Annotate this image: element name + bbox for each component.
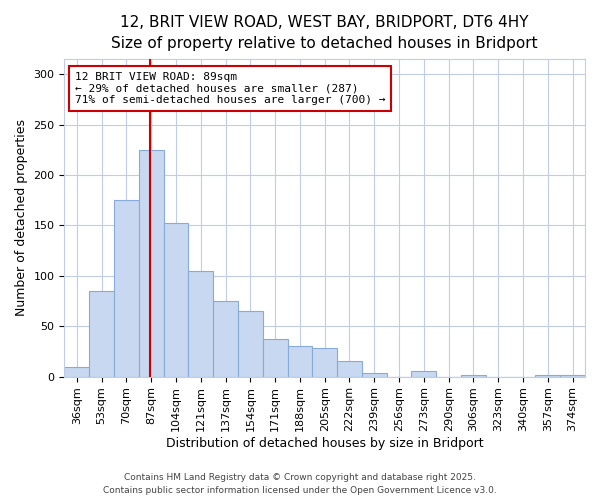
Bar [114, 200, 139, 376]
Bar [263, 340, 287, 376]
Bar [238, 311, 263, 376]
Bar [535, 374, 560, 376]
Bar [313, 348, 337, 376]
Bar [287, 346, 313, 376]
Bar [337, 362, 362, 376]
Bar [213, 301, 238, 376]
Text: Contains HM Land Registry data © Crown copyright and database right 2025.
Contai: Contains HM Land Registry data © Crown c… [103, 474, 497, 495]
Y-axis label: Number of detached properties: Number of detached properties [15, 120, 28, 316]
Bar [362, 372, 386, 376]
Bar [64, 366, 89, 376]
Bar [89, 291, 114, 376]
Bar [164, 224, 188, 376]
Text: 12 BRIT VIEW ROAD: 89sqm
← 29% of detached houses are smaller (287)
71% of semi-: 12 BRIT VIEW ROAD: 89sqm ← 29% of detach… [75, 72, 385, 105]
Bar [188, 271, 213, 376]
Bar [560, 374, 585, 376]
Bar [461, 374, 486, 376]
Bar [139, 150, 164, 376]
Bar [412, 370, 436, 376]
X-axis label: Distribution of detached houses by size in Bridport: Distribution of detached houses by size … [166, 437, 484, 450]
Title: 12, BRIT VIEW ROAD, WEST BAY, BRIDPORT, DT6 4HY
Size of property relative to det: 12, BRIT VIEW ROAD, WEST BAY, BRIDPORT, … [112, 15, 538, 51]
